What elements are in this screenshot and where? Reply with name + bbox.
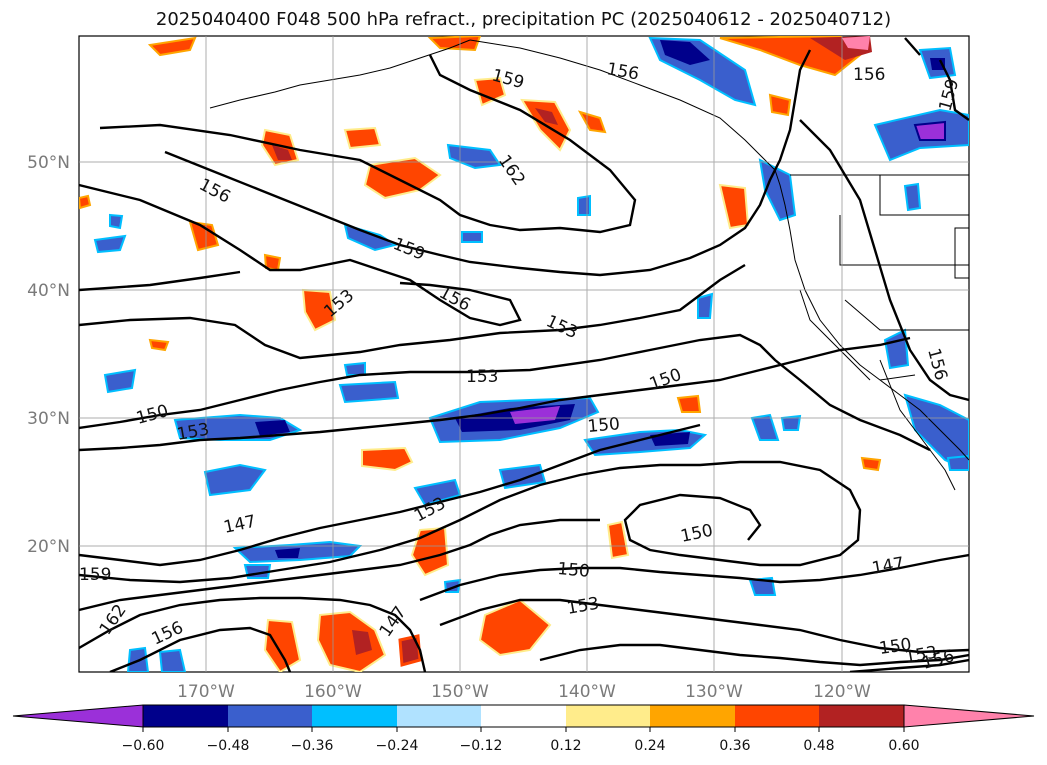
colorbar-bin xyxy=(735,705,819,727)
colorbar-tick: −0.12 xyxy=(460,738,503,754)
colorbar-bin xyxy=(481,705,566,727)
colorbar-tick: −0.24 xyxy=(376,738,419,754)
colorbar-tick: 0.24 xyxy=(634,738,665,754)
lon-label: 170°W xyxy=(177,682,235,702)
colorbar-bin xyxy=(397,705,481,727)
longitude-labels: 170°W 160°W 150°W 140°W 130°W 120°W xyxy=(177,682,871,702)
colorbar-tick: 0.48 xyxy=(803,738,834,754)
colorbar-bin xyxy=(312,705,397,727)
colorbar-tick: −0.36 xyxy=(291,738,334,754)
lat-label: 30°N xyxy=(27,409,70,429)
colorbar-bin xyxy=(228,705,312,727)
contour-label: 153 xyxy=(466,367,498,387)
colorbar-extend-right xyxy=(903,704,1035,728)
colorbar: −0.60 −0.48 −0.36 −0.24 −0.12 0.12 0.24 … xyxy=(12,704,1035,754)
colorbar-bin xyxy=(566,705,650,727)
colorbar-tick: 0.36 xyxy=(719,738,750,754)
colorbar-tick: 0.60 xyxy=(888,738,919,754)
map-title: 2025040400 F048 500 hPa refract., precip… xyxy=(155,9,892,30)
colorbar-tick: −0.60 xyxy=(122,738,165,754)
lon-label: 160°W xyxy=(304,682,362,702)
contour-label: 156 xyxy=(853,65,885,85)
lon-label: 130°W xyxy=(685,682,743,702)
map-content: 159 156 162 156 159 156 153 153 153 150 … xyxy=(79,36,969,672)
precip-negative-areas xyxy=(93,36,969,672)
lat-label: 20°N xyxy=(27,537,70,557)
colorbar-bin xyxy=(819,705,904,727)
colorbar-extend-left xyxy=(12,704,144,728)
colorbar-bin xyxy=(650,705,735,727)
latitude-labels: 50°N 40°N 30°N 20°N xyxy=(27,153,70,557)
colorbar-tick: −0.48 xyxy=(207,738,250,754)
contour-label: 150 xyxy=(557,559,591,582)
contour-label: 150 xyxy=(587,414,621,437)
gridlines xyxy=(79,36,969,672)
refractivity-contours xyxy=(79,37,969,672)
lon-label: 120°W xyxy=(813,682,871,702)
lon-label: 150°W xyxy=(431,682,489,702)
precip-positive-areas xyxy=(79,36,969,672)
colorbar-tick: 0.12 xyxy=(550,738,581,754)
political-borders xyxy=(790,174,969,381)
lon-label: 140°W xyxy=(558,682,616,702)
coastlines xyxy=(209,39,969,491)
lat-label: 50°N xyxy=(27,153,70,173)
colorbar-bin xyxy=(143,705,228,727)
contour-label: 150 xyxy=(878,635,913,659)
lat-label: 40°N xyxy=(27,281,70,301)
contour-label: 159 xyxy=(79,565,111,585)
